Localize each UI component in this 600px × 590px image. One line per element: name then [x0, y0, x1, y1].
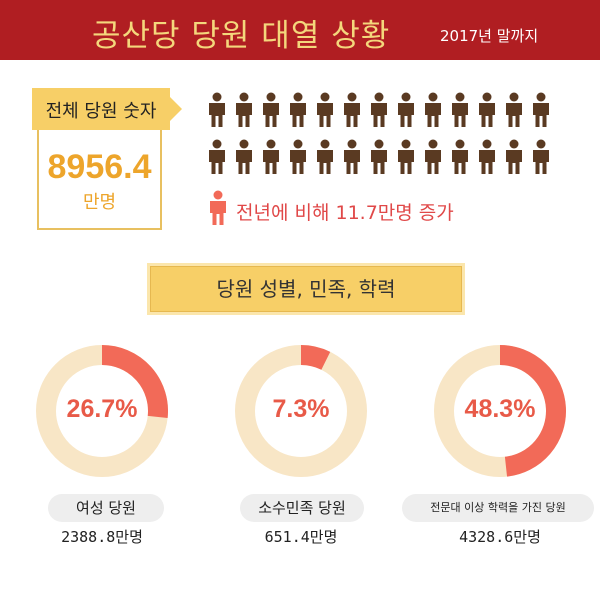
person-icon: [290, 139, 306, 174]
total-members-label-text: 전체 당원 숫자: [45, 101, 157, 122]
person-icon: [209, 139, 225, 174]
person-icon: [452, 92, 468, 127]
person-icon: [479, 139, 495, 174]
donut-ring-minority: [235, 345, 367, 477]
member-icon-grid: [206, 92, 556, 186]
person-icon: [398, 92, 414, 127]
page-title: 공산당 당원 대열 상황: [92, 18, 391, 54]
donut-slice-college: [499, 345, 566, 477]
pill-minority: 소수민족 당원: [240, 494, 364, 522]
count-college: 4328.6만명: [459, 528, 541, 546]
person-icon: [398, 139, 414, 174]
count-minority: 651.4만명: [264, 528, 338, 546]
person-icon: [452, 139, 468, 174]
person-icon: [236, 139, 252, 174]
donut-slice-minority: [300, 345, 331, 370]
person-icon: [425, 92, 441, 127]
donut-chart-minority: 7.3%: [235, 343, 367, 483]
donut-ring-women: [36, 345, 168, 477]
person-icon: [263, 92, 279, 127]
donut-slice-women: [101, 345, 168, 419]
person-icon: [533, 92, 549, 127]
donut-pct-college: 48.3%: [464, 395, 536, 423]
header-banner: 공산당 당원 대열 상황 2017년 말까지: [0, 0, 600, 60]
person-icon: [425, 139, 441, 174]
total-members-value: 8956.4: [47, 148, 152, 186]
person-icon: [344, 139, 360, 174]
donut-pct-women: 26.7%: [66, 395, 138, 423]
person-icon: [209, 92, 225, 127]
person-icon: [506, 92, 522, 127]
person-icon: [479, 92, 495, 127]
increase-text: 전년에 비해 11.7만명 증가: [236, 202, 454, 224]
donut-chart-women: 26.7%: [36, 343, 168, 483]
person-icon: [371, 139, 387, 174]
member-icon-row-1: [206, 92, 556, 128]
person-icon: [533, 139, 549, 174]
person-icon: [371, 92, 387, 127]
donut-chart-college: 48.3%: [434, 343, 566, 483]
person-highlight-icon: [207, 190, 229, 230]
person-icon: [506, 139, 522, 174]
person-icon: [317, 92, 333, 127]
person-icon: [236, 92, 252, 127]
count-women: 2388.8만명: [61, 528, 143, 546]
person-icon: [290, 92, 306, 127]
member-icon-row-2: [206, 139, 556, 175]
total-members-label: 전체 당원 숫자: [32, 88, 182, 130]
total-members-unit: 만명: [82, 192, 117, 213]
pill-women: 여성 당원: [48, 494, 164, 522]
page-subtitle: 2017년 말까지: [440, 27, 539, 45]
person-icon: [263, 139, 279, 174]
section-title-text: 당원 성별, 민족, 학력: [216, 277, 396, 301]
section-title: 당원 성별, 민족, 학력: [150, 266, 462, 312]
donut-ring-college: [434, 345, 566, 477]
donut-pct-minority: 7.3%: [272, 395, 330, 423]
person-icon: [317, 139, 333, 174]
pill-college: 전문대 이상 학력을 가진 당원: [402, 494, 594, 522]
person-icon: [344, 92, 360, 127]
